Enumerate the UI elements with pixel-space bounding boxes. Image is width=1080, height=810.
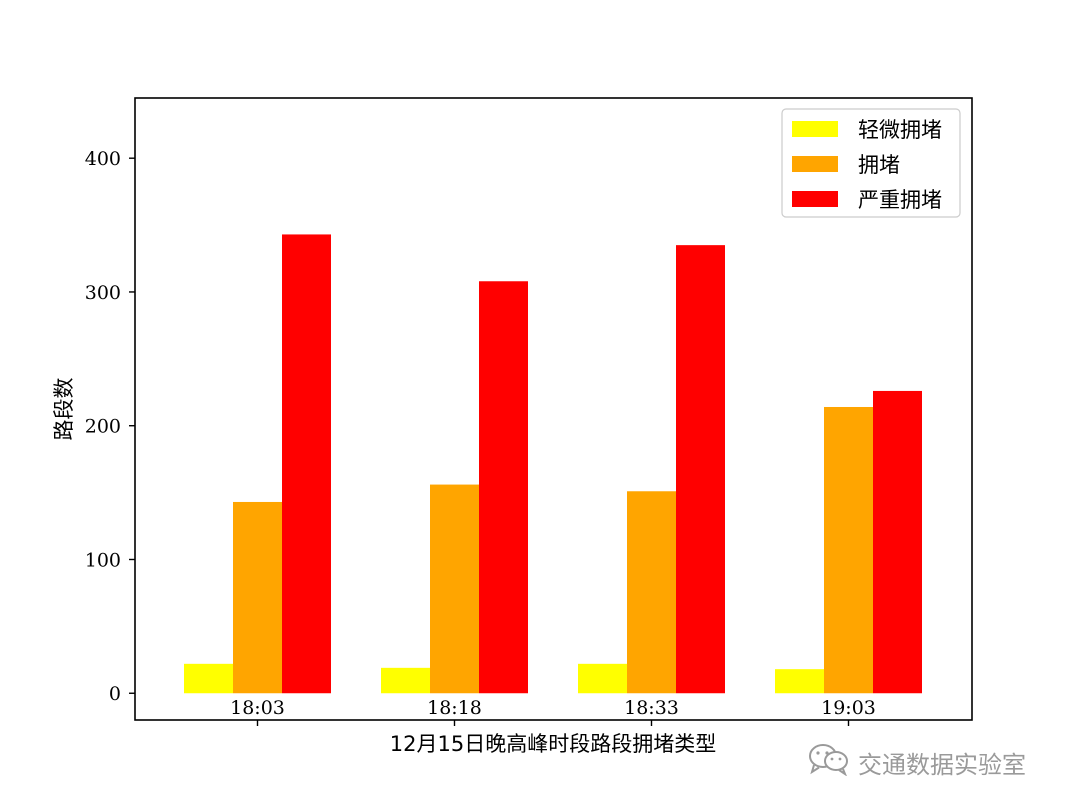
y-tick-label-2: 200	[85, 416, 121, 438]
y-tick-label-1: 100	[85, 549, 121, 571]
x-tick-label-0: 18:03	[230, 697, 285, 719]
y-tick-label-4: 400	[85, 148, 121, 170]
legend-swatch-2	[792, 191, 838, 207]
legend-label-1: 拥堵	[858, 153, 900, 177]
y-axis-label: 路段数	[52, 378, 76, 441]
watermark: 交通数据实验室	[808, 742, 1026, 782]
bar-0-1	[381, 667, 430, 694]
wechat-icon	[808, 742, 850, 782]
legend-swatch-1	[792, 156, 838, 172]
x-tick-label-1: 18:18	[427, 697, 482, 719]
x-tick-label-3: 19:03	[821, 697, 876, 719]
y-tick-label-3: 300	[85, 282, 121, 304]
bars-group	[184, 234, 922, 694]
x-tick-label-2: 18:33	[624, 697, 679, 719]
bar-0-3	[775, 669, 824, 694]
bar-0-0	[184, 663, 233, 694]
legend-label-2: 严重拥堵	[858, 188, 942, 212]
watermark-text: 交通数据实验室	[858, 750, 1026, 779]
bar-1-1	[430, 484, 479, 694]
bar-2-0	[282, 234, 331, 694]
bar-1-2	[627, 491, 676, 694]
legend-label-0: 轻微拥堵	[858, 118, 942, 142]
bar-2-2	[676, 245, 725, 694]
x-axis: 18:03 18:18 18:33 19:03	[230, 697, 876, 726]
bar-0-2	[578, 663, 627, 694]
y-axis: 0 100 200 300 400	[85, 148, 135, 705]
bar-1-0	[233, 501, 282, 694]
bar-2-3	[873, 390, 922, 694]
bar-2-1	[479, 281, 528, 694]
legend-swatch-0	[792, 121, 838, 137]
x-axis-label: 12月15日晚高峰时段路段拥堵类型	[390, 732, 716, 756]
plot-frame	[134, 97, 973, 721]
y-tick-label-0: 0	[109, 683, 121, 705]
bar-1-3	[824, 406, 873, 694]
